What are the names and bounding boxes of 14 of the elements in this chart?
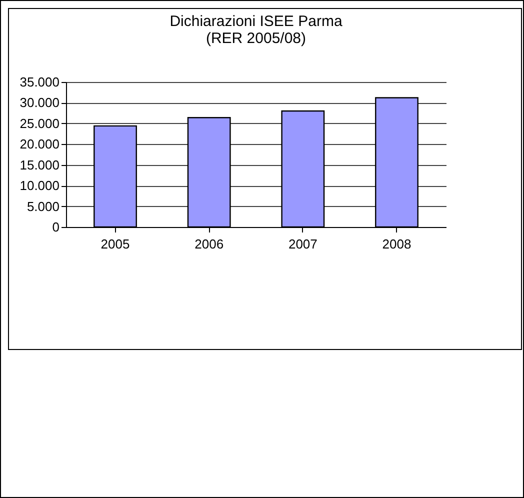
- y-tick-label: 5.000: [26, 198, 60, 214]
- y-tick-label: 25.000: [20, 116, 60, 131]
- x-tick-label: 2005: [100, 236, 130, 252]
- text: Dichiarazioni ISEE Parma: [170, 13, 342, 30]
- y-tick-label: 10.000: [20, 178, 60, 194]
- y-tick-label: 15.000: [20, 157, 60, 172]
- y-tick-label: 20.000: [20, 136, 60, 152]
- x-tick-label: 2008: [382, 236, 412, 252]
- y-tick-label: 30.000: [20, 95, 60, 110]
- x-tick-label: 2007: [288, 236, 318, 252]
- x-tick-label: 2006: [194, 236, 224, 252]
- text: (RER 2005/08): [206, 30, 306, 47]
- y-tick-label: 35.000: [20, 74, 60, 90]
- y-tick-label: 0: [52, 220, 60, 234]
